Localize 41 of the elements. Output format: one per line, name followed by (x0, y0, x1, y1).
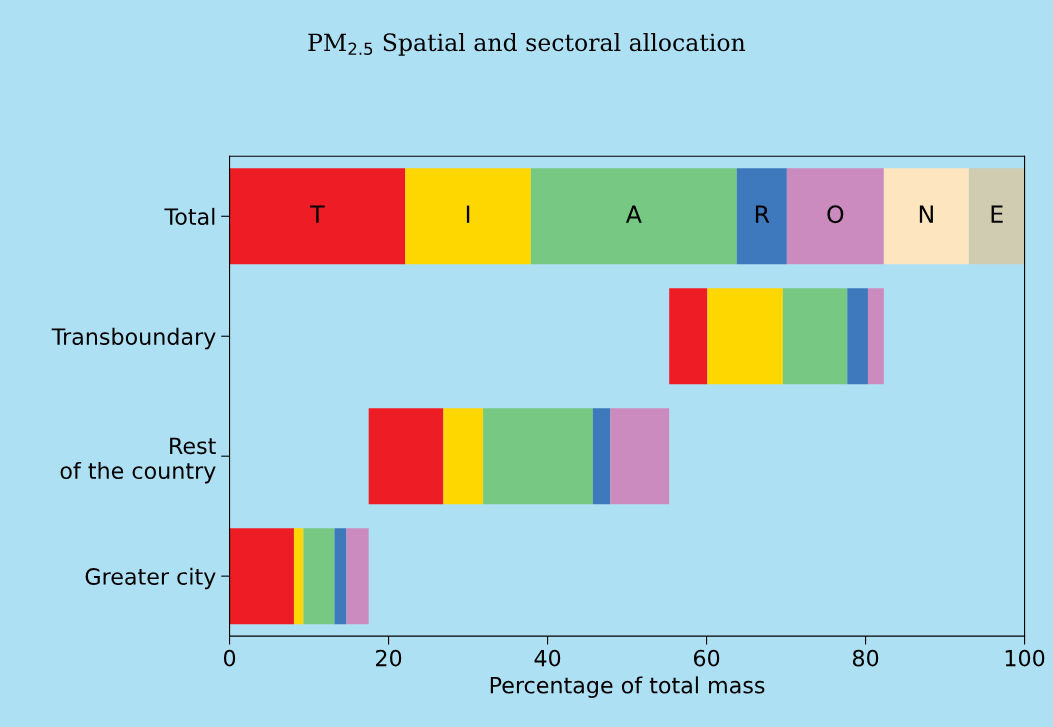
x-axis-title: Percentage of total mass (490, 676, 765, 698)
bar (786, 168, 884, 265)
series-label: O (827, 205, 844, 224)
x-tick-label: 20 (376, 649, 402, 667)
y-tick-label: Transboundary (51, 327, 216, 350)
bar (368, 408, 444, 505)
series-label: N (919, 205, 933, 223)
x-tick-label: 40 (534, 649, 561, 667)
series-label: A (625, 205, 642, 223)
x-tick-label: 100 (1005, 649, 1045, 667)
bar (293, 528, 304, 625)
bar (968, 168, 1025, 265)
bar (592, 408, 611, 505)
bar (334, 528, 347, 625)
bar (736, 168, 787, 265)
bar (782, 288, 848, 385)
bar (405, 168, 531, 265)
x-tick-label: 0 (223, 649, 236, 667)
bar (229, 528, 294, 625)
series-label: R (755, 205, 770, 223)
bar (867, 288, 884, 385)
series-label: T (310, 205, 325, 223)
bar (530, 168, 737, 265)
bar (483, 408, 593, 505)
bar (346, 528, 369, 625)
series-label: I (466, 205, 470, 223)
bar (303, 528, 335, 625)
y-tick-label: Greater city (85, 567, 216, 590)
y-tick-label: Total (164, 207, 215, 226)
chart-title: PM$_{2.5}$ Spatial and sectoral allocation (308, 32, 746, 56)
bar (443, 408, 484, 505)
series-label: E (991, 205, 1003, 223)
x-tick-label: 60 (693, 649, 720, 667)
bar (883, 168, 969, 265)
bar (847, 288, 868, 385)
bar (707, 288, 783, 385)
bar (610, 408, 670, 505)
y-tick-label: Rest of the country (60, 437, 216, 484)
bar (229, 168, 406, 265)
x-tick-label: 80 (852, 649, 879, 667)
bar (669, 288, 708, 385)
